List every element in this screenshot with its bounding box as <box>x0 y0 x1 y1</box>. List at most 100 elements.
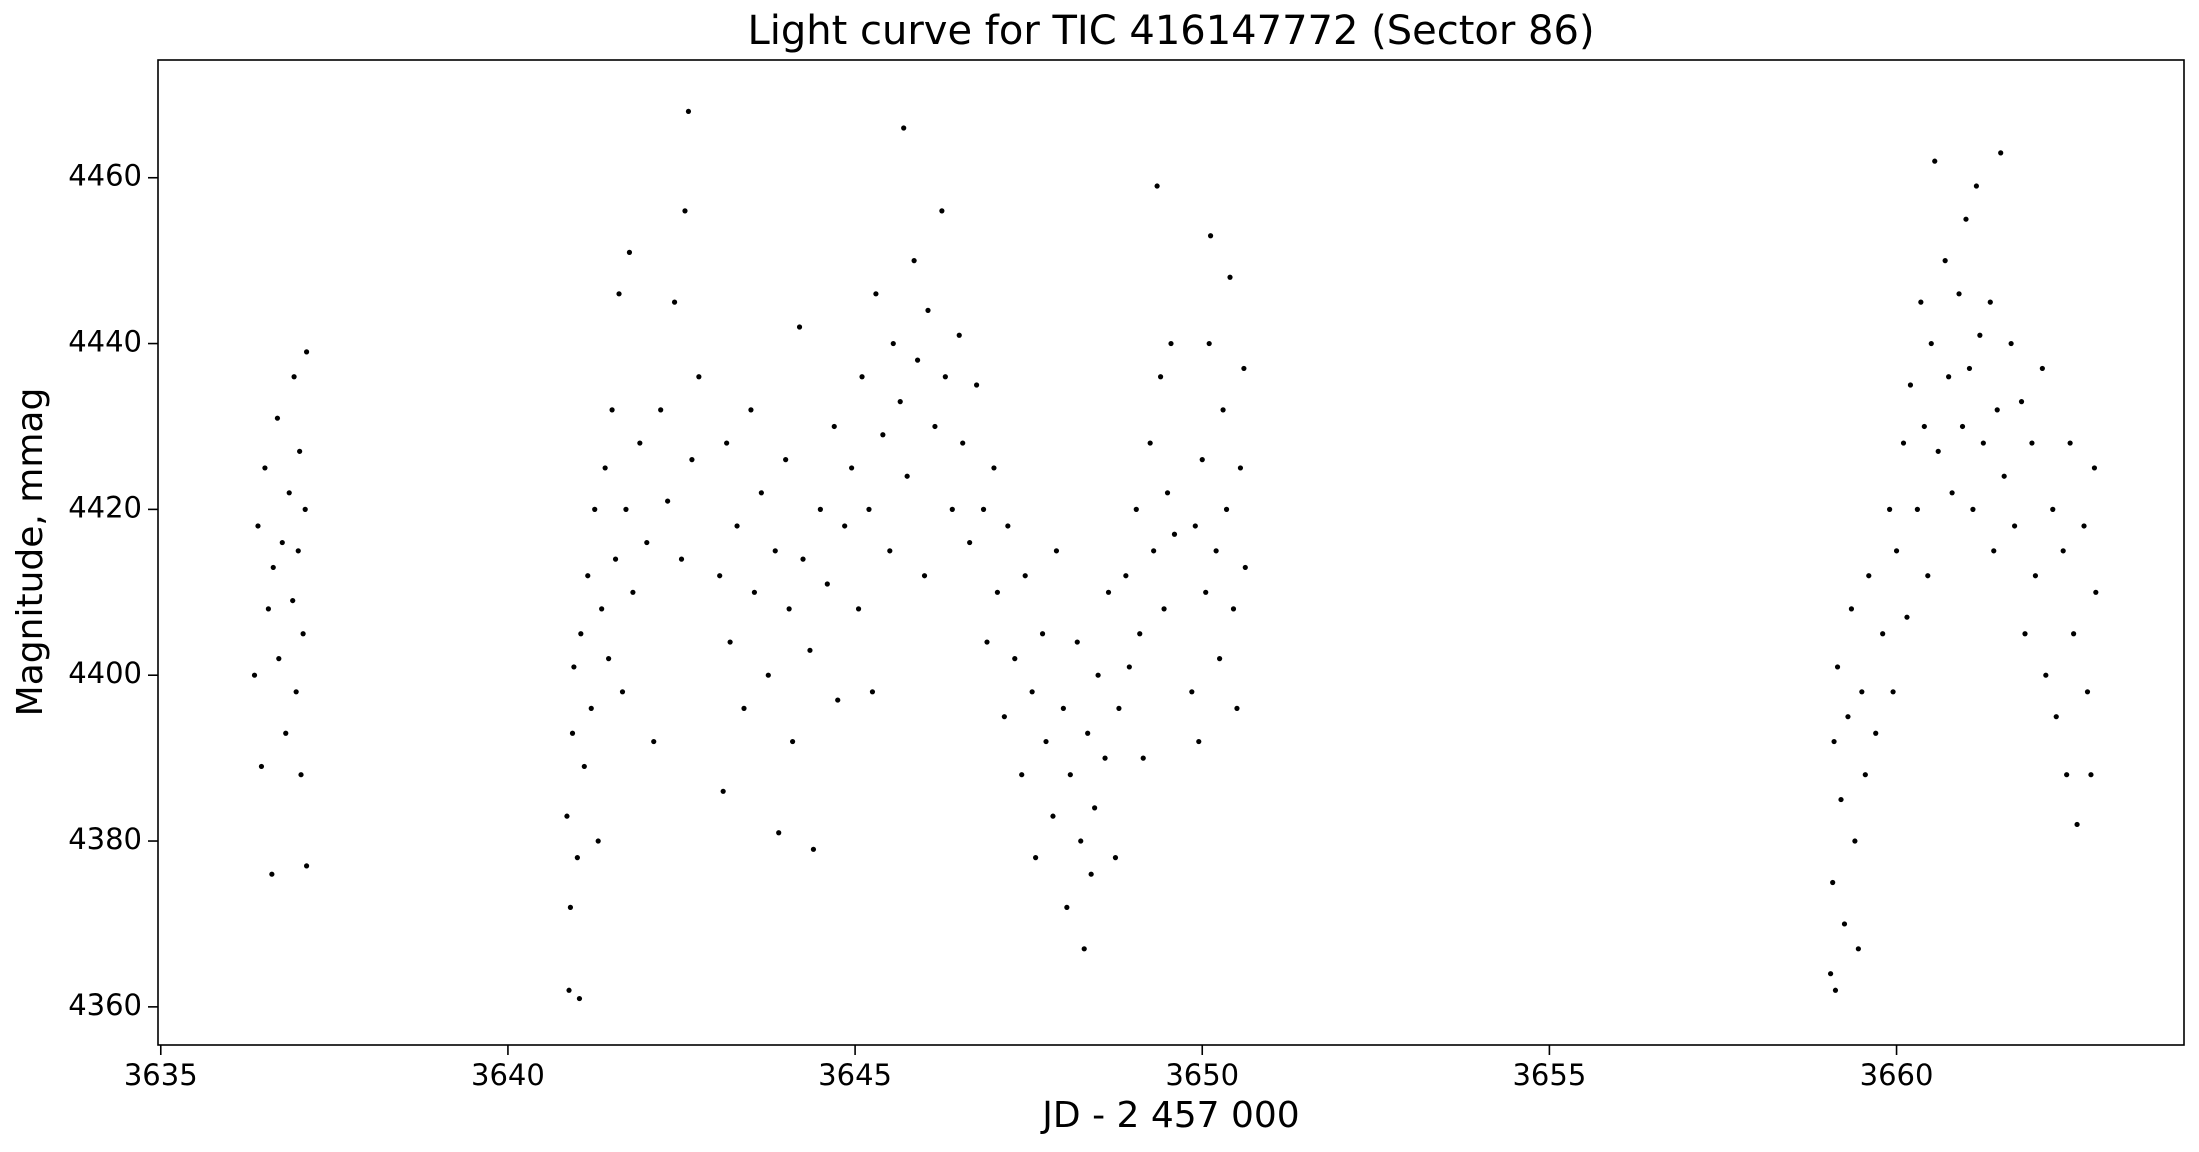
data-point <box>849 465 855 471</box>
data-point <box>724 440 730 446</box>
data-point <box>810 846 817 852</box>
data-point <box>1029 689 1035 695</box>
data-point <box>682 208 688 214</box>
x-tick-label: 3640 <box>471 1058 545 1092</box>
data-point <box>765 672 771 678</box>
data-point <box>1147 440 1153 446</box>
data-point <box>2067 440 2073 446</box>
data-point <box>1859 689 1865 695</box>
data-point <box>1827 971 1834 977</box>
data-point <box>1102 755 1108 761</box>
data-point <box>1980 440 1986 446</box>
data-point <box>904 473 910 479</box>
data-point <box>967 539 973 546</box>
data-point <box>274 415 281 421</box>
data-point <box>1987 299 1993 305</box>
data-point <box>1970 506 1976 512</box>
data-point <box>2093 589 2099 595</box>
data-point <box>2064 772 2070 778</box>
data-point <box>1140 755 1146 761</box>
data-point <box>1064 904 1070 910</box>
data-point <box>1935 448 1941 454</box>
data-point <box>2001 473 2007 479</box>
data-point <box>949 506 955 512</box>
data-point <box>269 871 275 877</box>
data-point <box>772 548 778 554</box>
data-point <box>1060 705 1066 711</box>
data-point <box>1242 564 1248 571</box>
data-point <box>1227 274 1233 280</box>
data-point <box>1932 158 1938 164</box>
data-point <box>1893 548 1900 554</box>
data-point <box>890 340 896 347</box>
data-point <box>1928 340 1934 347</box>
data-point <box>855 606 862 612</box>
data-point <box>1022 573 1028 579</box>
data-point <box>2032 573 2039 579</box>
data-point <box>873 291 879 297</box>
data-point <box>1959 423 1966 430</box>
data-point <box>2091 465 2098 471</box>
data-point <box>262 465 268 471</box>
y-tick-label: 4440 <box>68 325 142 359</box>
data-point <box>658 407 664 413</box>
data-point <box>1845 714 1851 720</box>
x-axis-label: JD - 2 457 000 <box>1040 1095 1299 1136</box>
data-point <box>2018 398 2025 405</box>
data-point <box>1074 639 1080 645</box>
data-point <box>564 813 570 819</box>
data-point <box>1189 689 1195 695</box>
data-point <box>1918 299 1924 305</box>
data-point <box>720 788 726 794</box>
data-point <box>2071 631 2077 637</box>
data-point <box>678 556 685 562</box>
data-point <box>1942 258 1948 264</box>
data-point <box>776 830 782 836</box>
data-point <box>2008 340 2014 347</box>
data-point <box>1223 506 1230 512</box>
data-point <box>665 498 671 504</box>
data-point <box>567 904 574 910</box>
data-point <box>2039 365 2045 372</box>
data-point <box>783 457 789 463</box>
data-point <box>571 664 577 670</box>
data-point <box>671 299 678 305</box>
data-point <box>939 208 945 214</box>
data-point <box>2053 714 2059 720</box>
data-point <box>1831 738 1837 745</box>
data-point <box>942 374 948 380</box>
data-point <box>1081 946 1087 952</box>
data-point <box>612 556 619 562</box>
data-point <box>295 548 301 554</box>
data-point <box>626 249 633 255</box>
data-point <box>1012 656 1018 662</box>
data-point <box>581 763 587 770</box>
data-point <box>807 647 813 653</box>
data-point <box>1171 531 1178 537</box>
data-point <box>1241 365 1247 372</box>
data-point <box>1126 664 1132 670</box>
data-point <box>286 490 292 496</box>
x-tick-label: 3660 <box>1860 1058 1934 1092</box>
data-point <box>1873 730 1879 736</box>
y-tick-label: 4460 <box>68 159 142 193</box>
data-point <box>741 705 747 711</box>
data-point <box>1973 183 1980 189</box>
data-point <box>1994 407 2000 413</box>
data-point <box>1904 614 1910 620</box>
data-point <box>842 523 848 529</box>
data-point <box>2011 523 2018 529</box>
data-point <box>1914 506 1920 512</box>
data-point <box>1900 440 1907 446</box>
data-point <box>796 324 803 330</box>
data-point <box>569 730 576 736</box>
data-point <box>1203 589 1209 595</box>
plot-frame <box>157 59 2185 1046</box>
data-point <box>1043 738 1049 745</box>
data-point <box>1206 340 1212 347</box>
data-point <box>1838 796 1844 803</box>
data-point <box>1834 664 1841 670</box>
data-point <box>1164 490 1171 496</box>
